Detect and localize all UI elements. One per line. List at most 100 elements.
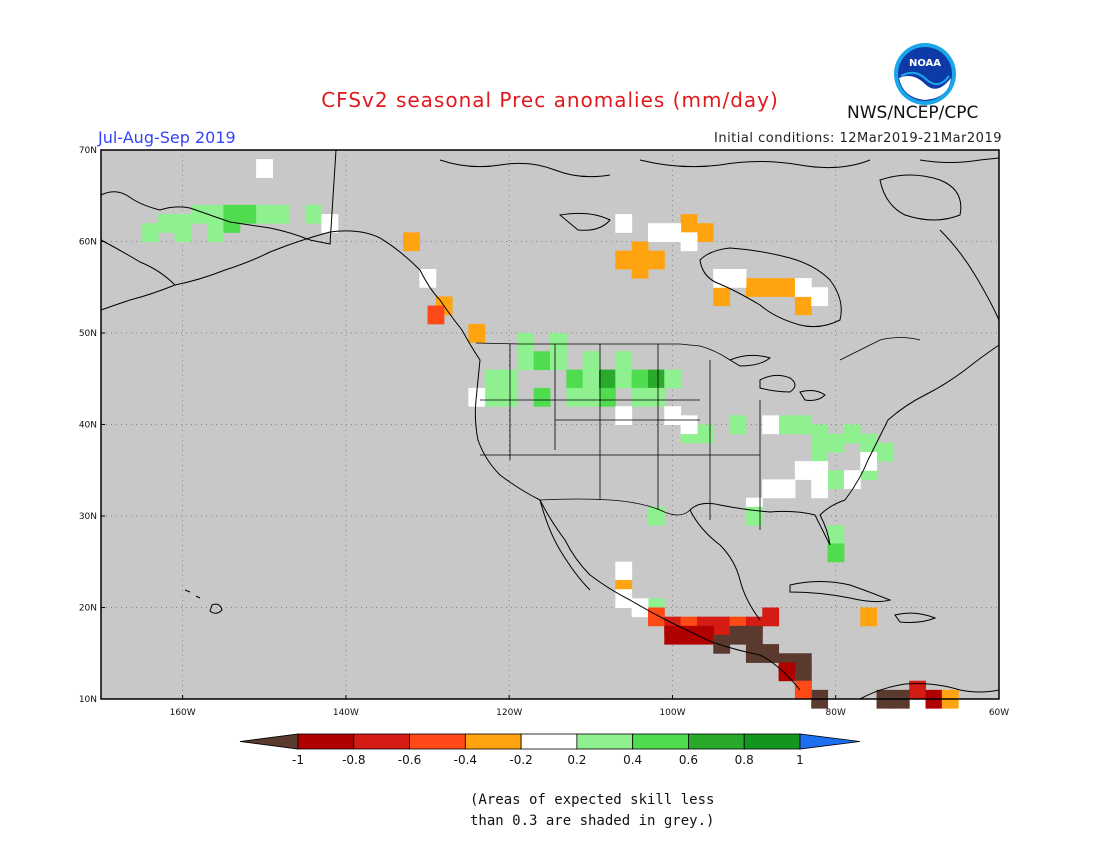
longitude-label: 140W: [333, 708, 359, 718]
anomaly-cell: [615, 561, 633, 581]
anomaly-cell: [484, 387, 502, 407]
anomaly-cell: [745, 625, 763, 645]
anomaly-cell: [794, 415, 812, 435]
logo-text: NOAA: [909, 58, 941, 69]
longitude-label: 160W: [170, 708, 196, 718]
anomaly-cell: [762, 278, 780, 297]
anomaly-cell: [745, 506, 763, 526]
colorbar-tick-label: -0.4: [454, 753, 477, 767]
colorbar-max-arrow: [799, 733, 861, 750]
anomaly-cell: [647, 506, 665, 526]
longitude-label: 100W: [659, 708, 685, 718]
anomaly-cell: [827, 470, 845, 490]
anomaly-cell: [272, 204, 290, 224]
anomaly-cell: [517, 351, 535, 371]
anomaly-cell: [745, 278, 763, 297]
anomaly-cell: [713, 287, 731, 307]
anomaly-cell: [615, 250, 633, 270]
anomaly-cell: [615, 214, 633, 233]
anomaly-cell: [811, 461, 829, 480]
skill-note-line-1: (Areas of expected skill less: [470, 792, 715, 808]
colorbar-min-arrow: [239, 733, 299, 750]
anomaly-cell: [239, 204, 257, 224]
anomaly-cell: [811, 479, 829, 499]
anomaly-cell: [403, 232, 420, 252]
anomaly-cell: [647, 250, 665, 270]
anomaly-cell: [321, 214, 339, 233]
longitude-label: 60W: [989, 708, 1009, 718]
anomaly-cell: [598, 369, 616, 389]
anomaly-cell: [860, 451, 878, 471]
anomaly-cell: [631, 369, 649, 389]
colorbar-swatch: [576, 733, 634, 750]
anomaly-cell: [566, 387, 584, 407]
initial-conditions-label: Initial conditions: 12Mar2019-21Mar2019: [714, 131, 1002, 146]
anomaly-cell: [778, 662, 796, 682]
anomaly-cell: [631, 387, 649, 407]
anomaly-cell: [827, 543, 845, 563]
anomaly-cell: [419, 268, 437, 288]
anomaly-cell: [615, 406, 633, 425]
anomaly-cell: [533, 387, 551, 407]
anomaly-cell: [501, 387, 518, 407]
anomaly-cell: [468, 387, 486, 407]
anomaly-cell: [860, 433, 878, 453]
anomaly-cell: [598, 387, 616, 407]
colorbar-tick-label: 0.4: [623, 753, 642, 767]
longitude-labels: 160W 140W 120W 100W 80W 60W: [170, 695, 1009, 718]
anomaly-cell: [647, 387, 665, 407]
latitude-label: 30N: [79, 512, 97, 522]
colorbar-tick-label: -0.8: [342, 753, 365, 767]
anomaly-cell: [729, 415, 747, 435]
colorbar-swatch: [464, 733, 522, 750]
anomaly-cell: [427, 305, 445, 325]
anomaly-cell: [207, 204, 224, 224]
latitude-label: 40N: [79, 421, 97, 431]
agency-label: NWS/NCEP/CPC: [847, 103, 979, 123]
anomaly-cell: [762, 479, 780, 499]
colorbar-swatch: [409, 733, 466, 750]
anomaly-cell: [647, 369, 665, 389]
colorbar: -1 -0.8 -0.6 -0.4 -0.2 0.2 0.4 0.6 0.8 1: [239, 733, 861, 767]
latitude-label: 50N: [79, 329, 97, 339]
anomaly-cell: [582, 369, 600, 389]
anomaly-cell: [762, 415, 780, 435]
anomaly-cell: [843, 470, 861, 490]
colorbar-swatch: [688, 733, 745, 750]
colorbar-tick-label: 0.6: [679, 753, 698, 767]
colorbar-tick-label: -1: [292, 753, 304, 767]
anomaly-cell: [696, 625, 714, 645]
skill-note: (Areas of expected skill less than 0.3 a…: [470, 790, 730, 832]
anomaly-cell: [517, 333, 535, 352]
coastlines: [100, 149, 1000, 700]
anomaly-cell: [174, 223, 192, 242]
noaa-logo: NOAA: [894, 43, 956, 105]
longitude-label: 120W: [496, 708, 522, 718]
period-label: Jul-Aug-Sep 2019: [98, 128, 236, 147]
anomaly-cell: [631, 598, 649, 618]
anomaly-cell: [729, 625, 747, 645]
colorbar-swatch: [743, 733, 801, 750]
colorbar-tick-label: 0.8: [735, 753, 754, 767]
chart-title: CFSv2 seasonal Prec anomalies (mm/day): [321, 88, 779, 112]
anomaly-cell: [223, 214, 241, 233]
skill-note-line-2: than 0.3 are shaded in grey.): [470, 813, 715, 829]
colorbar-tick-label: 1: [796, 753, 804, 767]
anomaly-cell: [827, 433, 845, 453]
anomaly-cell: [713, 616, 731, 636]
anomaly-cell: [696, 424, 714, 444]
anomaly-cell: [256, 204, 273, 224]
anomaly-cell: [860, 607, 878, 627]
anomaly-cell: [631, 241, 649, 261]
latitude-label: 20N: [79, 604, 97, 614]
colorbar-tick-label: 0.2: [567, 753, 586, 767]
anomaly-cell: [778, 479, 796, 499]
longitude-label: 80W: [826, 708, 846, 718]
anomaly-cell: [811, 442, 829, 462]
anomaly-cell: [680, 625, 698, 645]
anomaly-cell: [501, 369, 518, 389]
anomaly-cell: [680, 415, 698, 435]
anomaly-cell: [811, 424, 829, 444]
anomaly-cell: [876, 442, 894, 462]
anomaly-cell: [582, 351, 600, 371]
